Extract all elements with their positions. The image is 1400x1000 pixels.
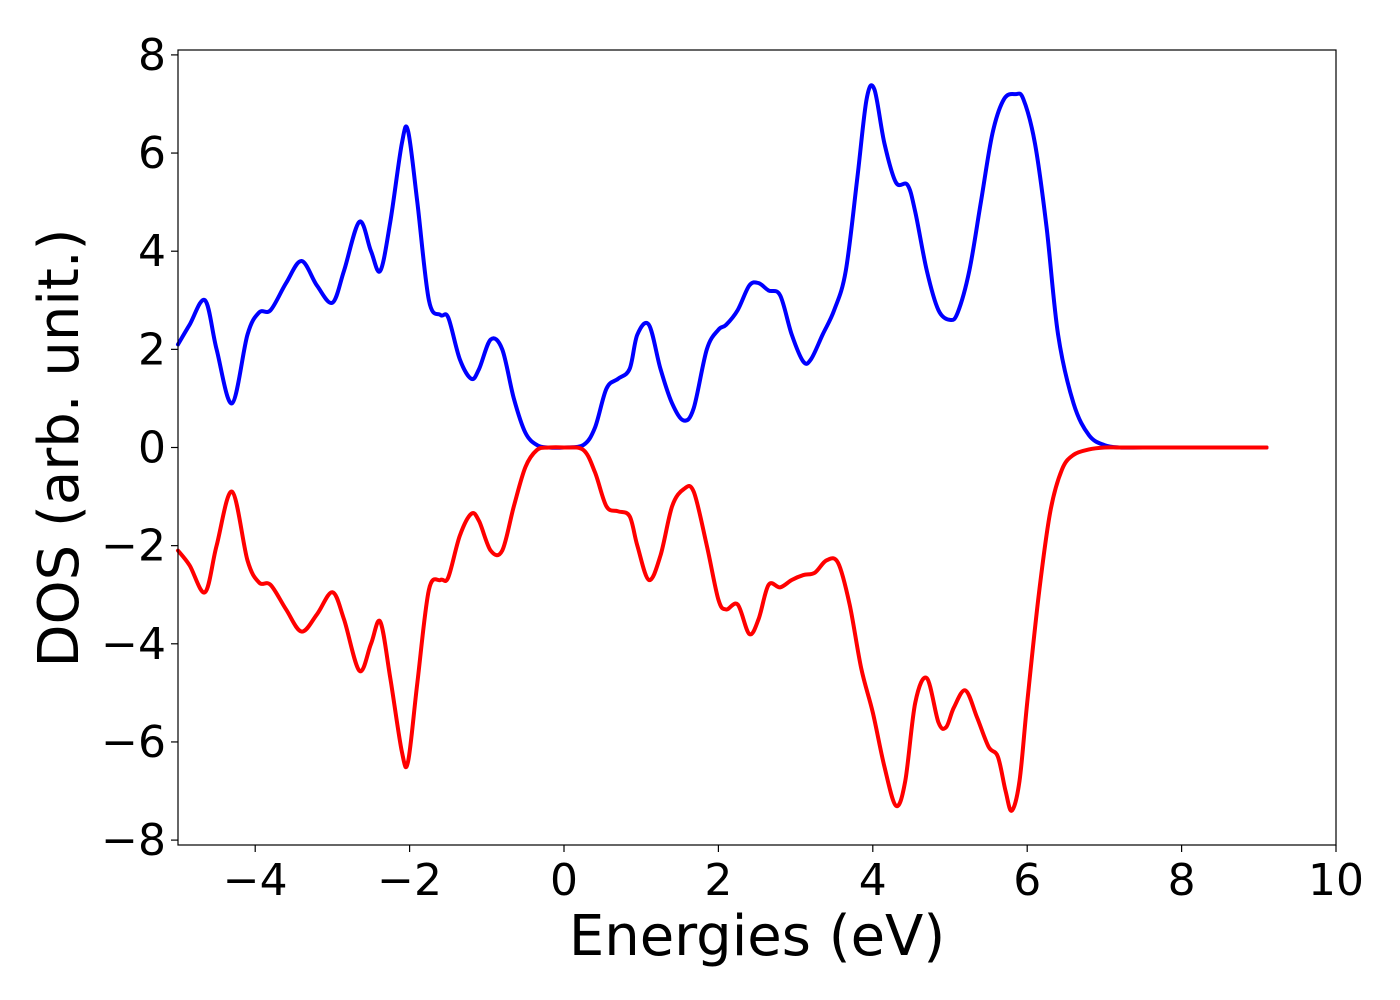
x-tick-label: −4 [223, 855, 288, 906]
y-tick-label: 2 [138, 324, 166, 375]
x-tick-label: −2 [377, 855, 442, 906]
y-axis-title: DOS (arb. unit.) [27, 228, 92, 667]
x-tick-label: 8 [1168, 855, 1196, 906]
y-axis-ticks: −8 −6 −4 −2 0 2 4 6 8 [101, 30, 178, 866]
x-tick-label: 2 [704, 855, 732, 906]
x-tick-label: 4 [859, 855, 887, 906]
x-axis-ticks: −4 −2 0 2 4 6 8 10 [223, 845, 1364, 906]
x-tick-label: 6 [1013, 855, 1041, 906]
y-tick-label: −6 [101, 717, 166, 768]
series-line-red [176, 445, 1269, 813]
y-tick-label: 0 [138, 423, 166, 474]
y-tick-label: 6 [138, 128, 166, 179]
series-line-blue [176, 83, 1269, 450]
x-tick-label: 0 [550, 855, 578, 906]
series-layer [176, 83, 1269, 813]
y-tick-label: −4 [101, 619, 166, 670]
y-tick-label: 4 [138, 226, 166, 277]
y-tick-label: 8 [138, 30, 166, 81]
x-axis-title: Energies (eV) [569, 904, 945, 969]
y-tick-label: −2 [101, 521, 166, 572]
x-tick-label: 10 [1308, 855, 1364, 906]
y-tick-label: −8 [101, 815, 166, 866]
